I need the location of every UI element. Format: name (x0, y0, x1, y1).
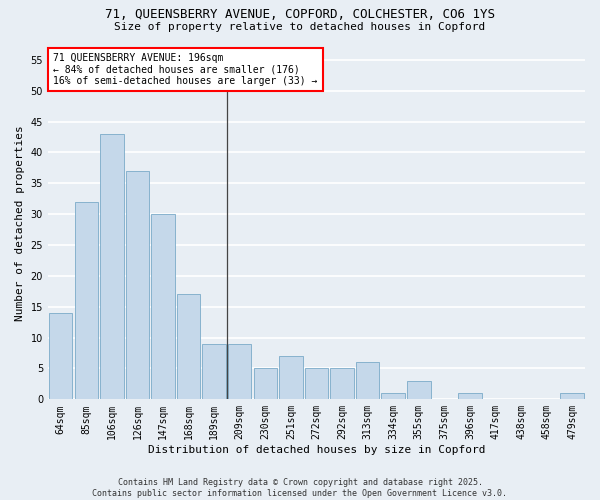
Bar (356, 362, 379, 400)
Text: 71 QUEENSBERRY AVENUE: 196sqm
← 84% of detached houses are smaller (176)
16% of : 71 QUEENSBERRY AVENUE: 196sqm ← 84% of d… (53, 53, 317, 86)
Bar (125, 171, 149, 400)
Bar (458, 393, 482, 400)
Bar (254, 368, 277, 400)
Text: Contains HM Land Registry data © Crown copyright and database right 2025.
Contai: Contains HM Land Registry data © Crown c… (92, 478, 508, 498)
Bar (228, 344, 251, 400)
Bar (407, 381, 431, 400)
Bar (74, 202, 98, 400)
Text: Size of property relative to detached houses in Copford: Size of property relative to detached ho… (115, 22, 485, 32)
Bar (49, 313, 73, 400)
Bar (305, 368, 328, 400)
Bar (202, 344, 226, 400)
Bar (151, 214, 175, 400)
Bar (279, 356, 302, 400)
Text: 71, QUEENSBERRY AVENUE, COPFORD, COLCHESTER, CO6 1YS: 71, QUEENSBERRY AVENUE, COPFORD, COLCHES… (105, 8, 495, 20)
Y-axis label: Number of detached properties: Number of detached properties (15, 126, 25, 322)
Bar (382, 393, 405, 400)
Bar (100, 134, 124, 400)
X-axis label: Distribution of detached houses by size in Copford: Distribution of detached houses by size … (148, 445, 485, 455)
Bar (560, 393, 584, 400)
Bar (330, 368, 354, 400)
Bar (177, 294, 200, 400)
